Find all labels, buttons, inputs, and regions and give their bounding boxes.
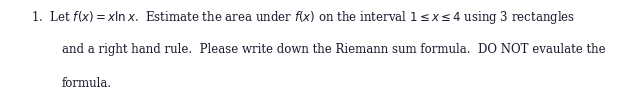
Text: formula.: formula. — [62, 77, 112, 90]
Text: and a right hand rule.  Please write down the Riemann sum formula.  DO NOT evaul: and a right hand rule. Please write down… — [62, 43, 605, 56]
Text: 1.  Let $f(x) = x\ln x$.  Estimate the area under $f(x)$ on the interval $1 \leq: 1. Let $f(x) = x\ln x$. Estimate the are… — [31, 9, 575, 26]
